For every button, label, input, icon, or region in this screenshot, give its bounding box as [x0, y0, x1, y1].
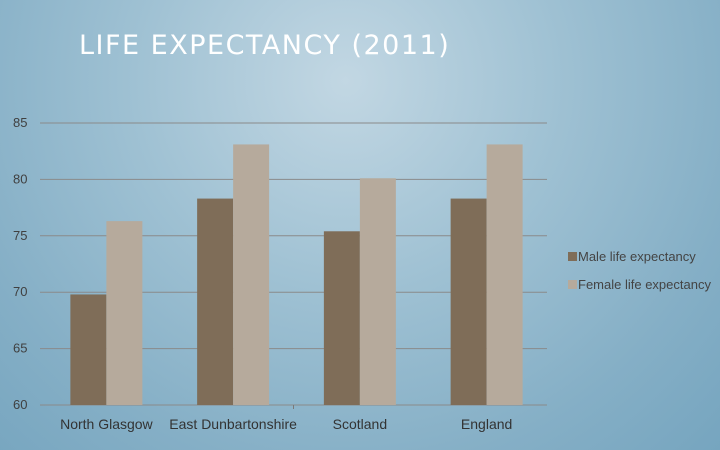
female-bar-england	[486, 144, 523, 405]
legend-label-female: Female life expectancy	[578, 277, 711, 292]
male-bar-east-dunbartonshire	[197, 198, 234, 405]
y-tick-label: 80	[13, 171, 27, 186]
x-category-label: North Glasgow	[60, 416, 153, 432]
male-bar-north-glasgow	[70, 294, 107, 405]
x-category-label: East Dunbartonshire	[169, 416, 297, 432]
y-tick-label: 65	[13, 341, 27, 356]
y-tick-label: 70	[13, 284, 27, 299]
y-tick-label: 75	[13, 228, 27, 243]
legend-swatch-male	[568, 252, 577, 261]
female-bar-north-glasgow	[106, 221, 143, 405]
x-category-label: Scotland	[333, 416, 387, 432]
legend-label-male: Male life expectancy	[578, 249, 696, 264]
x-category-label: England	[461, 416, 512, 432]
y-tick-label: 60	[13, 397, 27, 412]
slide-title: LIFE EXPECTANCY (2011)	[79, 30, 451, 61]
female-bar-east-dunbartonshire	[233, 144, 270, 405]
male-bar-scotland	[323, 231, 360, 405]
male-bar-england	[450, 198, 487, 405]
legend-swatch-female	[568, 280, 577, 289]
female-bar-scotland	[359, 178, 396, 405]
y-tick-label: 85	[13, 115, 27, 130]
